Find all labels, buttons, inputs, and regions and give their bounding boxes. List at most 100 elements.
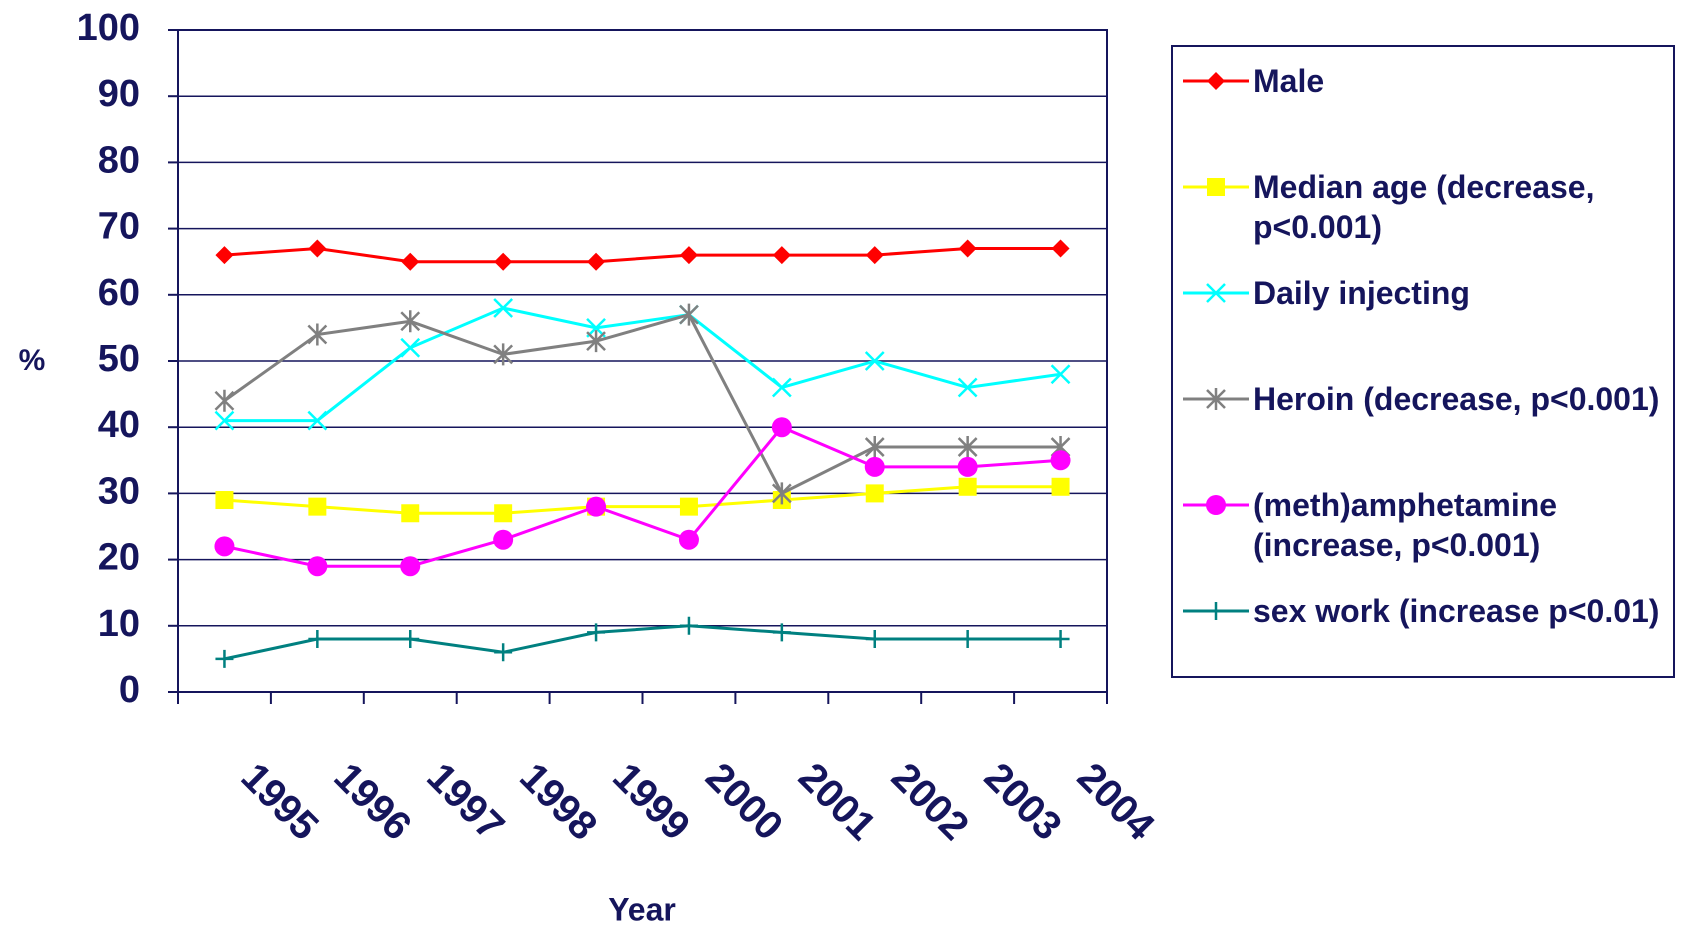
legend: Male Median age (decrease, p<0.001) Daily … [1171, 45, 1675, 678]
x-tick-label: 1997 [418, 755, 512, 849]
marker [494, 252, 513, 271]
legend-label: (meth)amphetamine (increase, p<0.001) [1253, 487, 1558, 563]
y-tick-label: 60 [98, 272, 140, 314]
marker [1206, 283, 1226, 303]
x-tick-label: 2004 [1069, 755, 1164, 850]
y-tick-label: 50 [98, 338, 140, 380]
legend-label: Median age (decrease, p<0.001) [1253, 169, 1595, 245]
marker [865, 484, 884, 503]
legend-swatch [1183, 178, 1249, 196]
marker [679, 616, 698, 635]
x-tick-label: 1995 [233, 755, 327, 849]
marker [865, 630, 884, 649]
marker [214, 536, 235, 557]
marker [401, 252, 420, 271]
marker [494, 504, 513, 523]
series-line [224, 485, 1061, 515]
series-line [224, 425, 1061, 568]
x-tick-label: 2001 [790, 755, 884, 849]
y-tick-label: 90 [98, 73, 140, 115]
marker [678, 529, 699, 550]
x-tick-label: 1998 [511, 755, 605, 849]
marker [401, 630, 420, 649]
x-tick-label: 2002 [883, 755, 977, 849]
legend-entry: (meth)amphetamine (increase, p<0.001) [1173, 485, 1673, 591]
marker [958, 630, 977, 649]
marker [864, 456, 885, 477]
legend-swatch [1183, 495, 1249, 515]
x-tick-label: 2003 [976, 755, 1070, 849]
legend-entry: Median age (decrease, p<0.001) [1173, 167, 1673, 273]
marker [1206, 495, 1226, 515]
marker [586, 330, 606, 353]
y-tick-label: 0 [119, 669, 140, 711]
marker [1051, 630, 1070, 649]
legend-swatch [1183, 388, 1249, 410]
series-line [224, 246, 1061, 264]
marker [308, 497, 327, 516]
marker [308, 630, 327, 649]
marker [215, 246, 234, 265]
marker [679, 246, 698, 265]
marker [215, 649, 234, 668]
series-line [224, 306, 1061, 423]
x-tick-label: 1999 [604, 755, 698, 849]
marker [772, 246, 791, 265]
marker [957, 436, 978, 459]
marker [494, 643, 513, 662]
x-tick-label: 1996 [326, 755, 420, 849]
marker [1207, 178, 1225, 196]
legend-entry: Male [1173, 61, 1673, 167]
marker [493, 343, 514, 366]
marker [679, 303, 699, 326]
y-axis-label: % [19, 344, 46, 377]
series-line [224, 624, 1061, 661]
marker [1050, 450, 1071, 471]
legend-entry: Heroin (decrease, p<0.001) [1173, 379, 1673, 485]
marker [1051, 239, 1070, 258]
marker [400, 310, 421, 333]
legend-label: sex work (increase p<0.01) [1253, 593, 1660, 629]
marker [307, 556, 328, 577]
marker [1207, 72, 1225, 90]
y-tick-label: 100 [77, 7, 140, 49]
marker [1051, 477, 1070, 496]
marker [1050, 364, 1071, 385]
marker [958, 477, 977, 496]
marker [586, 496, 607, 517]
marker [1207, 602, 1225, 620]
x-tick-label: 2000 [697, 755, 791, 849]
marker [307, 323, 328, 346]
marker [493, 298, 514, 318]
marker [679, 497, 698, 516]
marker [215, 491, 234, 510]
marker [957, 456, 978, 477]
marker [865, 246, 884, 265]
y-tick-label: 40 [98, 404, 140, 446]
series-line [223, 312, 1061, 496]
legend-swatch [1183, 283, 1249, 303]
marker [587, 623, 606, 642]
marker [214, 410, 235, 431]
marker [864, 351, 885, 371]
marker [493, 529, 514, 550]
y-tick-label: 10 [98, 603, 140, 645]
marker [957, 377, 978, 398]
legend-swatch [1183, 72, 1249, 90]
marker [400, 337, 421, 358]
marker [864, 436, 885, 459]
marker [772, 623, 791, 642]
marker [308, 239, 327, 258]
marker [1206, 388, 1226, 410]
y-tick-label: 70 [98, 206, 140, 248]
legend-entry: Daily injecting [1173, 273, 1673, 379]
legend-swatch [1183, 602, 1249, 620]
marker [400, 556, 421, 577]
marker [771, 377, 792, 398]
x-axis-label: Year [608, 891, 676, 927]
chart: % Year 010203040506070809010019951996199… [19, 7, 1164, 927]
marker [307, 410, 328, 431]
legend-label: Heroin (decrease, p<0.001) [1253, 381, 1660, 417]
marker [958, 239, 977, 258]
marker [771, 417, 792, 438]
